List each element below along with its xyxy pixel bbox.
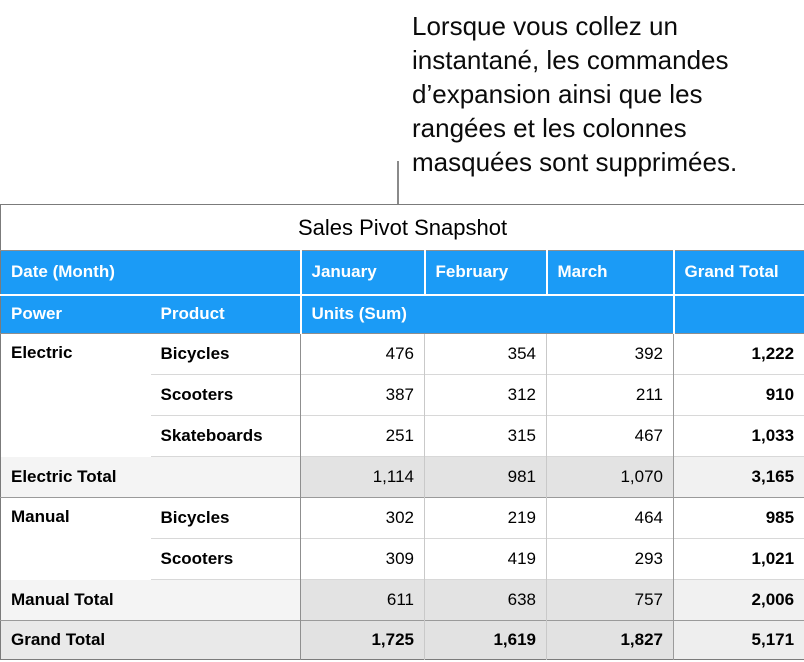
header-row-fields: Power Product Units (Sum) [0,294,804,334]
cell-january[interactable]: 1,114 [300,456,425,498]
header-row-months: Date (Month) January February March Gran… [0,250,804,296]
cell-spacer[interactable] [150,620,301,660]
row-label-electric-total[interactable]: Electric Total [0,456,151,498]
header-grand-total[interactable]: Grand Total [672,250,804,296]
cell-march[interactable]: 1,827 [546,620,674,660]
cell-grand-total[interactable]: 985 [672,497,804,539]
cell-product[interactable]: Scooters [150,374,301,416]
cell-march[interactable]: 293 [546,538,674,580]
cell-product[interactable]: Scooters [150,538,301,580]
row-electric-scooters: Scooters 387 312 211 910 [1,374,804,416]
cell-grand-total[interactable]: 5,171 [672,620,804,660]
header-february[interactable]: February [423,250,547,296]
header-january[interactable]: January [299,250,425,296]
cell-product[interactable]: Skateboards [150,415,301,457]
cell-january[interactable]: 302 [300,497,425,539]
cell-march[interactable]: 392 [546,333,674,375]
row-label-manual-total[interactable]: Manual Total [0,579,151,621]
header-grand-total-empty[interactable] [672,294,804,334]
cell-march[interactable]: 211 [546,374,674,416]
cell-grand-total[interactable]: 1,033 [672,415,804,457]
row-label-electric[interactable]: Electric [0,333,151,457]
cell-february[interactable]: 219 [424,497,547,539]
annotation-line: instantané, les commandes [412,45,729,75]
cell-march[interactable]: 464 [546,497,674,539]
cell-january[interactable]: 309 [300,538,425,580]
header-units-sum[interactable]: Units (Sum) [299,294,674,334]
annotation-line: rangées et les colonnes [412,113,687,143]
cell-grand-total[interactable]: 2,006 [672,579,804,621]
row-manual-scooters: Scooters 309 419 293 1,021 [1,538,804,580]
row-manual-bicycles: Manual Bicycles 302 219 464 985 [0,497,804,580]
cell-january[interactable]: 476 [300,333,425,375]
cell-product[interactable]: Bicycles [150,333,301,375]
cell-february[interactable]: 1,619 [424,620,547,660]
annotation-line: d’expansion ainsi que les [412,79,703,109]
row-electric-bicycles: Electric Bicycles 476 354 392 1,222 [0,333,804,457]
callout-line [397,161,399,205]
cell-january[interactable]: 611 [300,579,425,621]
annotation-line: Lorsque vous collez un [412,11,678,41]
cell-february[interactable]: 419 [424,538,547,580]
cell-grand-total[interactable]: 910 [672,374,804,416]
row-electric-total: Electric Total 1,114 981 1,070 3,165 [0,456,804,498]
row-grand-total: Grand Total 1,725 1,619 1,827 5,171 [0,620,804,660]
row-label-grand-total[interactable]: Grand Total [0,620,151,660]
row-electric-skateboards: Skateboards 251 315 467 1,033 [1,415,804,457]
cell-february[interactable]: 638 [424,579,547,621]
cell-march[interactable]: 1,070 [546,456,674,498]
header-date-month[interactable]: Date (Month) [0,250,301,296]
header-product[interactable]: Product [150,294,301,334]
cell-january[interactable]: 387 [300,374,425,416]
cell-grand-total[interactable]: 3,165 [672,456,804,498]
annotation-text: Lorsque vous collez un instantané, les c… [412,9,737,179]
cell-february[interactable]: 981 [424,456,547,498]
title-row: Sales Pivot Snapshot [0,204,804,251]
cell-march[interactable]: 757 [546,579,674,621]
row-manual-total: Manual Total 611 638 757 2,006 [0,579,804,621]
cell-february[interactable]: 312 [424,374,547,416]
row-label-manual[interactable]: Manual [0,497,151,580]
cell-march[interactable]: 467 [546,415,674,457]
cell-spacer[interactable] [150,456,301,498]
cell-february[interactable]: 315 [424,415,547,457]
pivot-table: Sales Pivot Snapshot Date (Month) Januar… [0,204,804,660]
header-march[interactable]: March [545,250,674,296]
cell-february[interactable]: 354 [424,333,547,375]
cell-spacer[interactable] [150,579,301,621]
cell-january[interactable]: 251 [300,415,425,457]
cell-grand-total[interactable]: 1,222 [672,333,804,375]
annotation-line: masquées sont supprimées. [412,147,738,177]
header-power[interactable]: Power [0,294,151,334]
table-title[interactable]: Sales Pivot Snapshot [0,204,804,251]
cell-january[interactable]: 1,725 [300,620,425,660]
cell-grand-total[interactable]: 1,021 [672,538,804,580]
cell-product[interactable]: Bicycles [150,497,301,539]
